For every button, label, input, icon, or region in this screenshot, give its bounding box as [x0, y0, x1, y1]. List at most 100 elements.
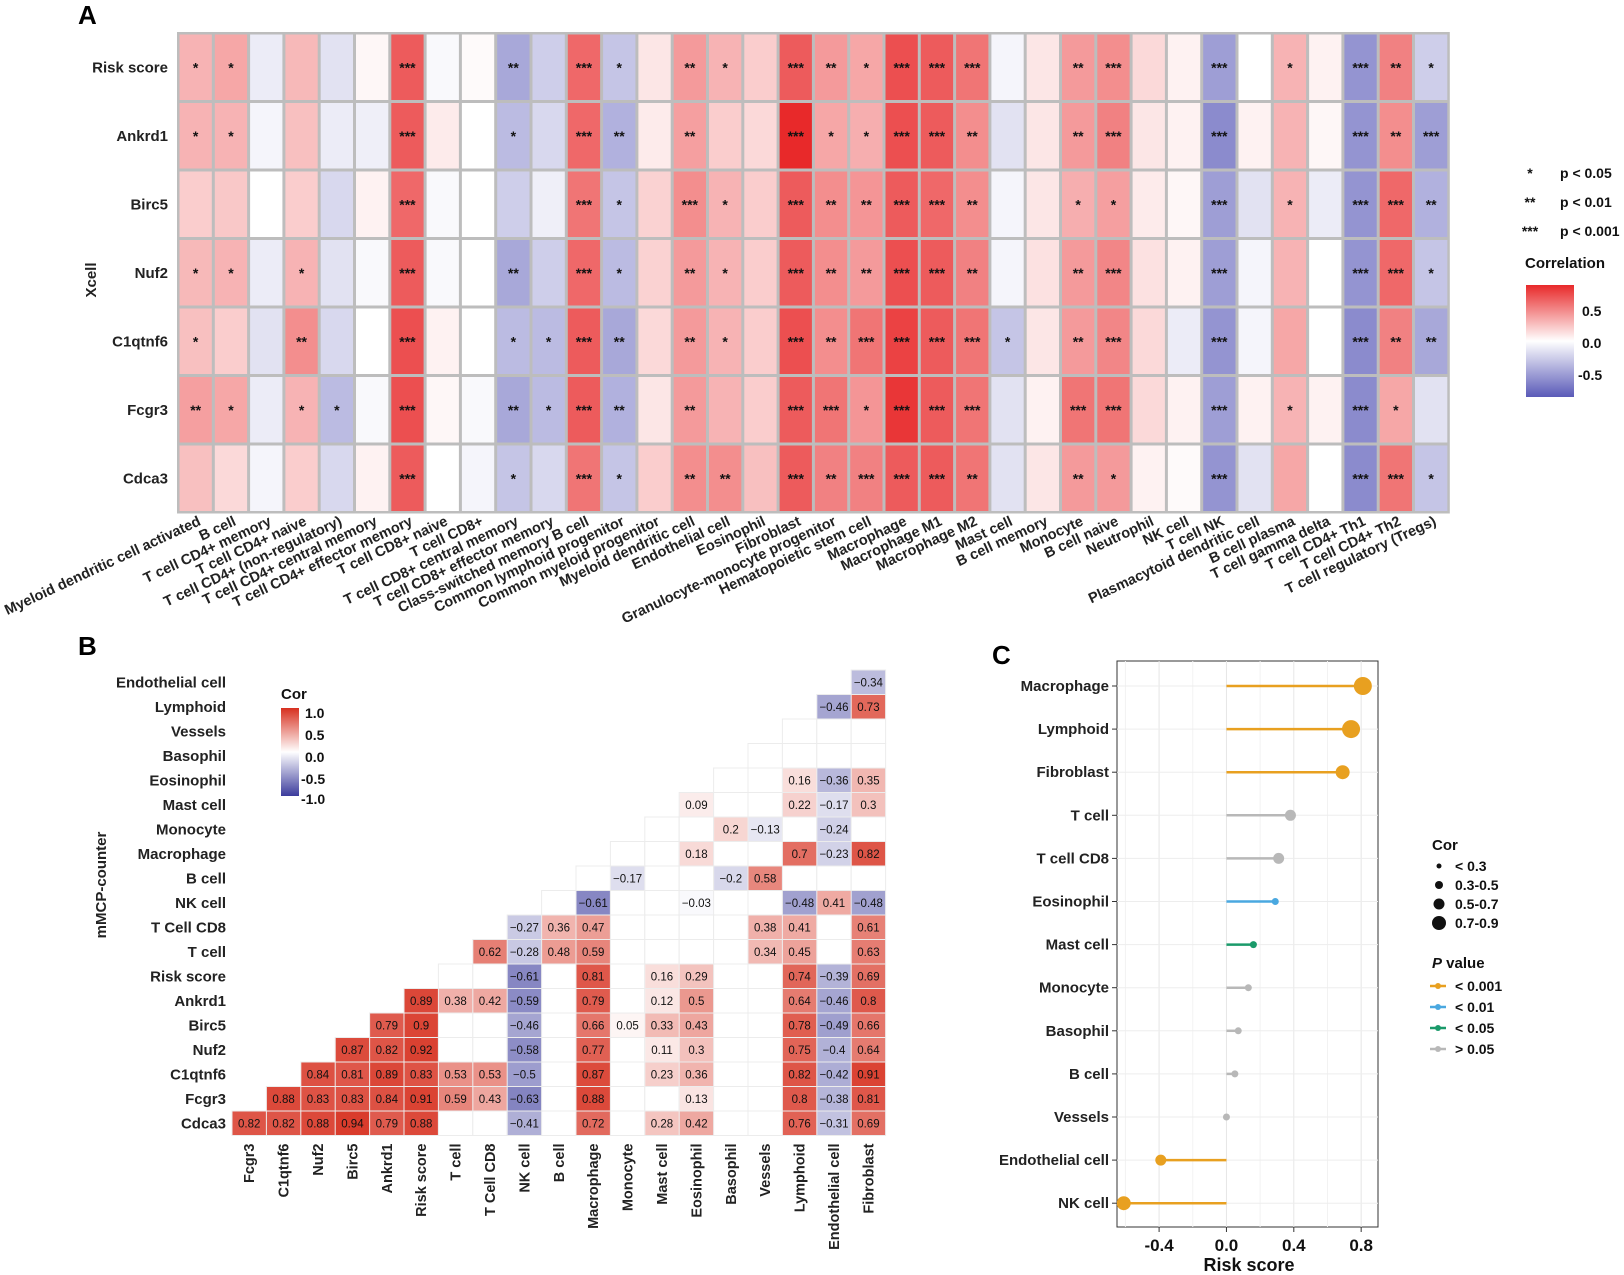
heatmap-b-col-label: Fibroblast [861, 1143, 877, 1213]
heatmap-b-cell [782, 1111, 817, 1135]
heatmap-a-cell [567, 308, 601, 374]
heatmap-a-cell [1062, 377, 1095, 443]
heatmap-b-col-label: Nuf2 [311, 1144, 327, 1176]
heatmap-a-significance: ** [1390, 59, 1401, 75]
heatmap-b-cell [714, 817, 748, 841]
heatmap-b-row-label: Fcgr3 [185, 1091, 226, 1108]
heatmap-a-significance: *** [1105, 265, 1122, 281]
heatmap-b-cell-value: −0.17 [819, 800, 848, 812]
heatmap-b-cell [370, 1062, 404, 1086]
heatmap-a-significance: * [617, 196, 623, 212]
heatmap-a-cell [320, 240, 353, 306]
heatmap-a-significance: ** [720, 470, 731, 486]
heatmap-a-cell [814, 308, 848, 374]
heatmap-b-col-label: Eosinophil [689, 1144, 705, 1218]
heatmap-a-significance: * [722, 265, 728, 281]
heatmap-a-cell [638, 308, 671, 374]
lollipop-category-label: B cell [1069, 1066, 1109, 1083]
heatmap-b-cell [370, 1111, 404, 1135]
lollipop-category-label: Lymphoid [1038, 721, 1109, 738]
heatmap-a-cell [356, 34, 389, 100]
heatmap-b-col-label: Basophil [724, 1144, 740, 1205]
heatmap-b-cell [438, 1087, 473, 1111]
heatmap-b-cell-value: 0.81 [857, 1094, 879, 1106]
heatmap-b-grid-cell [713, 890, 749, 916]
heatmap-b-cell-value: −0.59 [510, 996, 539, 1008]
heatmap-a-significance: ** [508, 402, 519, 418]
legend-p-dot-2 [1435, 1004, 1441, 1010]
heatmap-a-cell [1132, 240, 1165, 306]
heatmap-a-cell [991, 103, 1024, 169]
heatmap-b-grid-cell [541, 1086, 577, 1112]
heatmap-b-grid-cell [644, 1086, 680, 1112]
heatmap-a-frame [177, 32, 1450, 514]
heatmap-a-cell [1344, 34, 1377, 100]
heatmap-a-significance: ** [614, 333, 625, 349]
heatmap-b-cell [851, 1038, 886, 1062]
heatmap-a-cell [709, 103, 742, 169]
heatmap-b-cell-value: 0.5 [688, 996, 704, 1008]
heatmap-b-row-label: C1qtnf6 [170, 1066, 226, 1083]
heatmap-b-cell [438, 989, 473, 1013]
heatmap-a-cell [638, 171, 671, 237]
lollipop-point-t-cell-cd8 [1273, 852, 1285, 864]
heatmap-b-cell-value: 0.47 [582, 922, 604, 934]
heatmap-a-significance: ** [684, 59, 695, 75]
heatmap-b-cell-value: 0.66 [582, 1020, 604, 1032]
heatmap-b-grid-cell [713, 1037, 749, 1063]
heatmap-a-cell [1167, 445, 1201, 511]
heatmap-b-col-label: NK cell [517, 1144, 533, 1193]
heatmap-a-cell [1097, 171, 1130, 237]
heatmap-a-significance: *** [1211, 59, 1228, 75]
heatmap-b-cell [507, 1111, 542, 1135]
heatmap-b-cell [473, 1087, 507, 1111]
heatmap-a-significance: * [546, 333, 552, 349]
heatmap-b-cell [748, 915, 782, 939]
heatmap-a-cell [1238, 377, 1271, 443]
heatmap-a-significance: * [1428, 59, 1434, 75]
heatmap-a-cell [1203, 240, 1236, 306]
heatmap-a-cell [320, 377, 353, 443]
heatmap-b-cell-value: 0.45 [788, 947, 810, 959]
heatmap-a-significance: *** [893, 128, 910, 144]
heatmap-a-cell [850, 103, 883, 169]
heatmap-a-cell [214, 308, 248, 374]
heatmap-b-grid-cell [816, 743, 852, 769]
heatmap-a-significance: *** [964, 333, 981, 349]
heatmap-a-cell [320, 171, 353, 237]
heatmap-a-cell [991, 308, 1024, 374]
heatmap-b-col-label: Mast cell [655, 1144, 671, 1205]
heatmap-a-significance: ** [861, 196, 872, 212]
heatmap-a-significance: * [1075, 196, 1081, 212]
heatmap-b-cell [645, 1038, 679, 1062]
heatmap-b-cell [782, 1087, 817, 1111]
legend-star-3: *** [1522, 223, 1539, 239]
heatmap-b-cell-value: −0.4 [823, 1045, 846, 1057]
heatmap-a-cell [214, 34, 248, 100]
heatmap-b-grid-cell [713, 1086, 749, 1112]
heatmap-a-cell [1379, 308, 1412, 374]
heatmap-b-cell [404, 1013, 438, 1037]
heatmap-a-cell [1309, 34, 1342, 100]
heatmap-b-grid-cell [437, 1012, 474, 1038]
heatmap-a-significance: *** [399, 470, 416, 486]
heatmap-b-grid-cell [713, 988, 749, 1014]
heatmap-b-cell-value: −0.58 [510, 1045, 539, 1057]
heatmap-a-cell [956, 34, 989, 100]
legend-star-3-label: p < 0.001 [1560, 223, 1620, 239]
heatmap-a-cell [1344, 308, 1377, 374]
heatmap-a-cell [991, 240, 1024, 306]
heatmap-b-col-label: Fcgr3 [242, 1144, 258, 1184]
heatmap-b-cell-value: 0.2 [723, 824, 739, 836]
heatmap-b-cell-value: 0.82 [238, 1118, 260, 1130]
heatmap-a-significance: *** [399, 265, 416, 281]
heatmap-a-cell [179, 308, 212, 374]
heatmap-a-cell [250, 240, 283, 306]
heatmap-b-cell [679, 989, 714, 1013]
heatmap-a-cell [1167, 308, 1201, 374]
heatmap-a-significance: * [228, 128, 234, 144]
heatmap-b-cell [748, 817, 782, 841]
heatmap-a-significance: * [228, 59, 234, 75]
heatmap-b-grid-cell [541, 1012, 577, 1038]
heatmap-a-cell [391, 103, 424, 169]
